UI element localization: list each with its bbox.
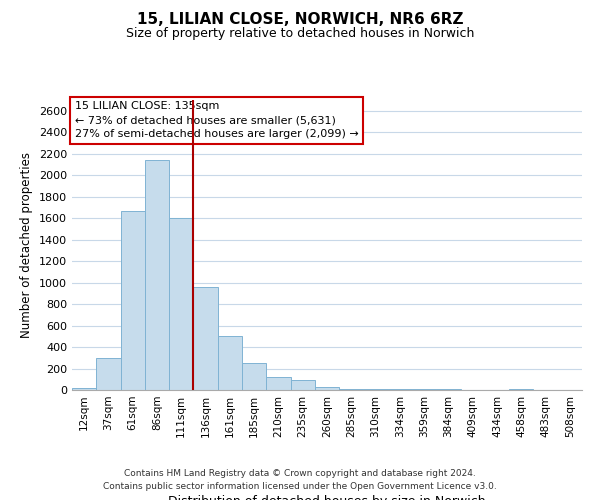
X-axis label: Distribution of detached houses by size in Norwich: Distribution of detached houses by size … <box>168 496 486 500</box>
Text: Contains public sector information licensed under the Open Government Licence v3: Contains public sector information licen… <box>103 482 497 491</box>
Text: Size of property relative to detached houses in Norwich: Size of property relative to detached ho… <box>126 28 474 40</box>
Bar <box>121 210 145 390</box>
Bar <box>364 389 388 390</box>
Bar <box>509 389 533 390</box>
Bar <box>436 389 461 390</box>
Bar <box>266 377 290 390</box>
Bar <box>412 389 436 390</box>
Bar <box>290 380 315 390</box>
Bar <box>339 389 364 390</box>
Bar <box>145 160 169 390</box>
Bar <box>96 358 121 390</box>
Bar <box>193 287 218 390</box>
Bar <box>218 336 242 390</box>
Bar <box>242 363 266 390</box>
Bar <box>388 389 412 390</box>
Text: 15, LILIAN CLOSE, NORWICH, NR6 6RZ: 15, LILIAN CLOSE, NORWICH, NR6 6RZ <box>137 12 463 28</box>
Text: Contains HM Land Registry data © Crown copyright and database right 2024.: Contains HM Land Registry data © Crown c… <box>124 468 476 477</box>
Bar <box>169 218 193 390</box>
Bar <box>72 388 96 390</box>
Text: 15 LILIAN CLOSE: 135sqm
← 73% of detached houses are smaller (5,631)
27% of semi: 15 LILIAN CLOSE: 135sqm ← 73% of detache… <box>74 102 358 140</box>
Y-axis label: Number of detached properties: Number of detached properties <box>20 152 34 338</box>
Bar <box>315 387 339 390</box>
